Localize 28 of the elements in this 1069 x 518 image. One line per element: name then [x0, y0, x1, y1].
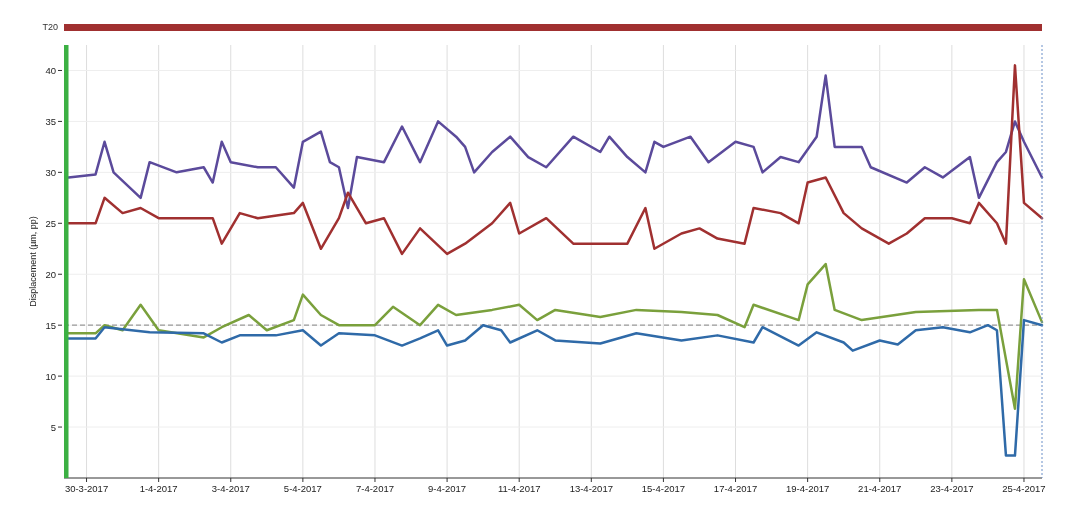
y-tick-label: 35: [45, 115, 56, 127]
y-tick-label: 30: [45, 166, 56, 178]
x-tick-label: 17-4-2017: [713, 483, 758, 494]
x-tick-label: 25-4-2017: [1002, 483, 1046, 494]
y-tick-label: 10: [45, 370, 56, 382]
x-tick-label: 9-4-2017: [428, 483, 467, 494]
x-tick-label: 19-4-2017: [785, 483, 830, 494]
x-tick-label: 30-3-2017: [64, 483, 109, 494]
x-tick-label: 1-4-2017: [139, 483, 178, 494]
x-tick-label: 7-4-2017: [355, 483, 394, 494]
y-tick-label: 25: [45, 217, 56, 229]
x-tick-label: 13-4-2017: [569, 483, 613, 494]
x-tick-label: 23-4-2017: [930, 483, 974, 494]
x-tick-label: 21-4-2017: [858, 483, 902, 494]
y-axis-title: Displacement (µm, pp): [28, 216, 38, 307]
line-series: [67, 262, 1044, 410]
y-tick-label: 15: [45, 319, 56, 331]
x-tick-label: 15-4-2017: [641, 483, 686, 494]
x-tick-label: 3-4-2017: [211, 483, 250, 494]
x-tick-label: 11-4-2017: [497, 483, 541, 494]
text: T20: [42, 22, 58, 32]
y-tick-label: 20: [45, 268, 56, 280]
line-series: [67, 318, 1044, 457]
y-tick-label: 5: [50, 421, 56, 433]
x-tick-label: 5-4-2017: [283, 483, 322, 494]
line-series: [67, 74, 1044, 210]
line-series: [67, 64, 1044, 256]
y-tick-label: 40: [45, 64, 56, 76]
